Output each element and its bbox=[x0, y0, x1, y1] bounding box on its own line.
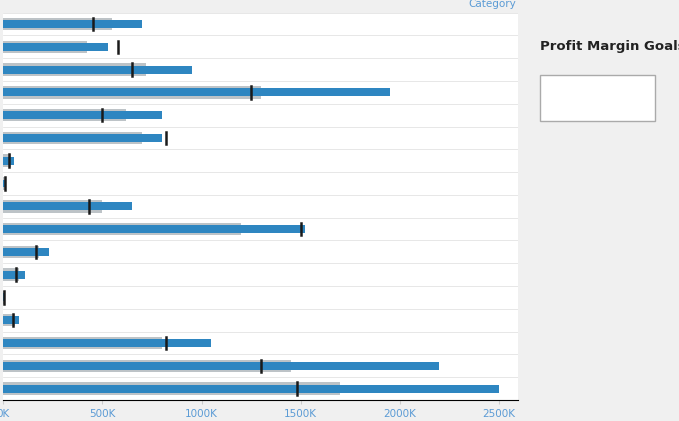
Bar bbox=[3, 179, 6, 187]
Bar bbox=[3, 40, 87, 53]
Bar bbox=[3, 109, 126, 121]
Bar bbox=[3, 248, 49, 256]
Bar bbox=[3, 20, 142, 28]
Bar bbox=[3, 268, 19, 281]
Bar bbox=[3, 362, 439, 370]
Bar bbox=[3, 63, 146, 76]
Bar bbox=[3, 360, 291, 372]
Bar bbox=[3, 132, 142, 144]
Bar bbox=[3, 293, 5, 301]
Bar bbox=[3, 384, 498, 392]
Text: Low (35%): Low (35%) bbox=[547, 93, 606, 103]
Bar bbox=[3, 157, 14, 165]
Bar bbox=[3, 43, 109, 51]
Bar bbox=[3, 271, 25, 279]
Bar bbox=[3, 66, 191, 74]
Bar bbox=[3, 134, 162, 142]
Bar bbox=[3, 337, 162, 349]
Bar bbox=[3, 88, 390, 96]
Bar bbox=[3, 382, 340, 395]
Bar bbox=[3, 291, 5, 304]
Bar bbox=[3, 339, 211, 347]
Bar bbox=[3, 203, 132, 210]
Text: Category: Category bbox=[469, 0, 516, 9]
Bar bbox=[3, 200, 103, 213]
Bar bbox=[3, 18, 112, 30]
Bar bbox=[3, 177, 5, 190]
Bar bbox=[3, 111, 162, 119]
Bar bbox=[3, 245, 39, 258]
Bar bbox=[3, 86, 261, 99]
Bar bbox=[3, 314, 16, 326]
Bar bbox=[3, 155, 12, 167]
Text: ▼: ▼ bbox=[640, 93, 647, 103]
Bar bbox=[3, 316, 19, 324]
Bar bbox=[3, 225, 305, 233]
Bar bbox=[3, 223, 241, 235]
FancyBboxPatch shape bbox=[540, 75, 655, 121]
Text: Profit Margin Goals: Profit Margin Goals bbox=[540, 40, 679, 53]
